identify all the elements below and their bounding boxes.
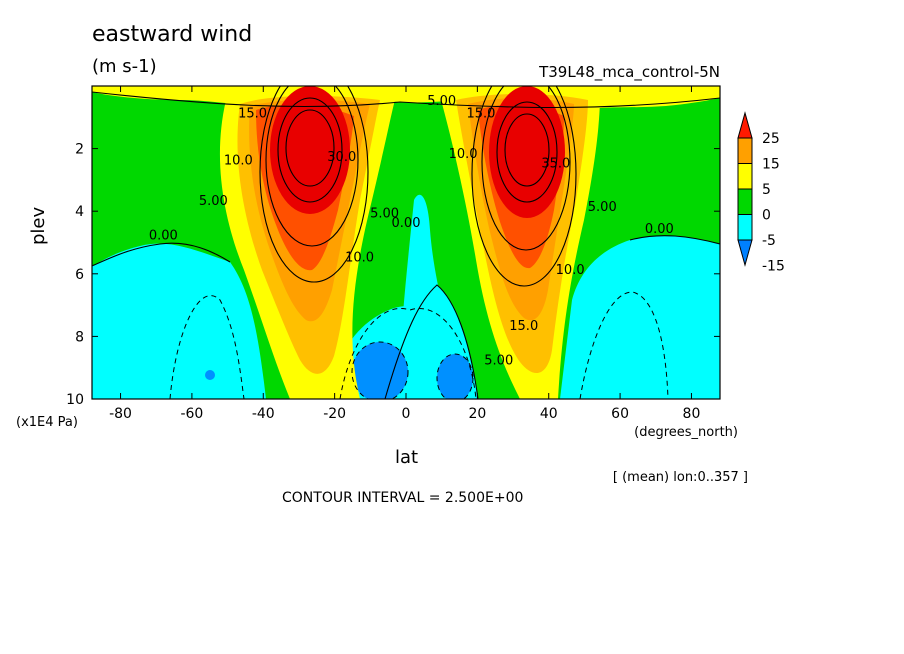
x-axis-label: lat — [395, 447, 419, 468]
x-tick-label: 80 — [683, 406, 701, 422]
colorbar-bottom-arrow — [737, 239, 753, 267]
contour-label: 10.0 — [556, 263, 585, 278]
colorbar-segment — [737, 214, 753, 241]
north-jet-core — [489, 86, 565, 218]
colorbar-label: -15 — [762, 259, 785, 275]
colorbar-label: 0 — [762, 208, 771, 224]
contour-lines — [92, 86, 720, 399]
chart-units: (m s-1) — [92, 56, 157, 77]
contour-interval: CONTOUR INTERVAL = 2.500E+00 — [282, 490, 524, 506]
x-tick-label: -60 — [180, 406, 203, 422]
negative-blob-3 — [205, 370, 215, 380]
colorbar-segment — [737, 188, 753, 215]
negative-contours — [169, 291, 669, 399]
contour-label: 5.00 — [370, 206, 399, 221]
contour-label: 5.00 — [588, 200, 617, 215]
negative-blob-2 — [437, 354, 473, 399]
negative-blob-1 — [352, 342, 408, 399]
contour-label: 0.00 — [149, 228, 178, 243]
south-jet-core — [270, 86, 350, 214]
x-tick-label: -80 — [109, 406, 132, 422]
contour-label: 5.00 — [199, 194, 228, 209]
contour-label: 5.00 — [427, 94, 456, 109]
y-tick-label: 6 — [75, 267, 84, 283]
contour-label: 5.00 — [484, 354, 513, 369]
x-axis: -80 -60 -40 -20 0 20 40 60 80 — [109, 86, 700, 422]
y-tick-label: 8 — [75, 329, 84, 345]
chart-title: eastward wind — [92, 22, 253, 47]
x-tick-label: -40 — [252, 406, 275, 422]
case-label: T39L48_mca_control-5N — [539, 63, 720, 81]
y-axis-label: plev — [28, 206, 49, 245]
y-axis-units: (x1E4 Pa) — [16, 415, 78, 430]
contour-fill — [92, 86, 720, 399]
colorbar-label: 25 — [762, 131, 780, 147]
x-axis-units: (degrees_north) — [634, 425, 738, 440]
colorbar-label: 5 — [762, 182, 771, 198]
contour-label: 0.00 — [392, 216, 421, 231]
y-tick-label: 2 — [75, 142, 84, 158]
y-tick-label: 4 — [75, 204, 84, 220]
x-tick-label: 60 — [611, 406, 629, 422]
colorbar-segment — [737, 137, 753, 164]
colorbar-label: -5 — [762, 233, 776, 249]
contour-label: 10.0 — [345, 250, 374, 265]
contour-label: 30.0 — [327, 150, 356, 165]
x-tick-label: 20 — [468, 406, 486, 422]
x-tick-label: 0 — [402, 406, 411, 422]
contour-label: 15.0 — [509, 319, 538, 334]
contour-label: 0.00 — [645, 222, 674, 237]
colorbar-segment — [737, 163, 753, 190]
contour-labels: 15.010.05.000.0030.010.05.000.005.0010.0… — [149, 94, 674, 369]
contour-label: 10.0 — [449, 147, 478, 162]
y-axis: 2 4 6 8 10 — [66, 142, 720, 408]
contour-label: 10.0 — [224, 153, 253, 168]
averaging-note: [ (mean) lon:0..357 ] — [612, 470, 748, 485]
contour-label: 15.0 — [238, 106, 267, 121]
contour-label: 35.0 — [541, 156, 570, 171]
x-tick-label: 40 — [540, 406, 558, 422]
contour-label: 15.0 — [466, 106, 495, 121]
x-tick-label: -20 — [323, 406, 346, 422]
colorbar-label: 15 — [762, 157, 780, 173]
colorbar-top-arrow — [737, 111, 753, 139]
y-tick-label: 10 — [66, 392, 84, 408]
colorbar: 25 15 5 0 -5 -15 — [737, 111, 785, 275]
